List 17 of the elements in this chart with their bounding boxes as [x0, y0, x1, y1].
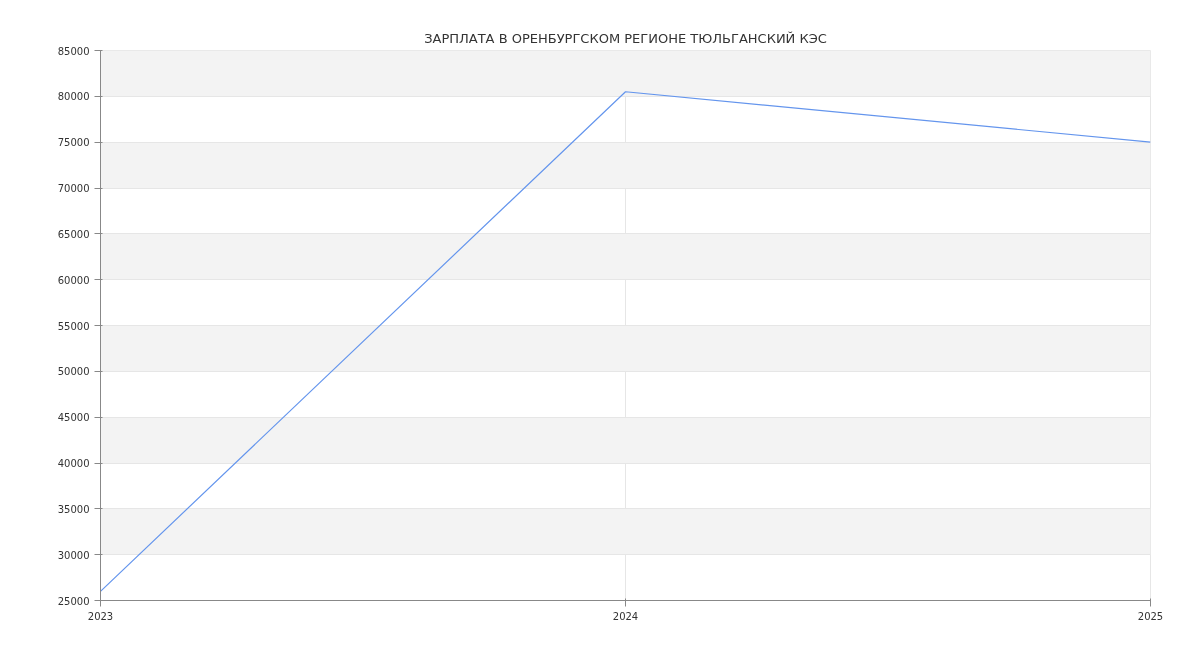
y-tick-label: 45000: [57, 412, 90, 424]
y-tick-label: 70000: [57, 183, 90, 194]
x-tick-label: 2023: [87, 610, 114, 622]
x-tick-label: 2024: [612, 610, 639, 622]
y-tick-label: 75000: [57, 137, 90, 149]
y-tick-label: 65000: [57, 228, 90, 240]
y-tick-label: 40000: [57, 458, 90, 469]
y-tick-label: 55000: [57, 320, 90, 332]
y-tick-label: 60000: [57, 274, 90, 286]
y-tick-label: 25000: [57, 595, 90, 607]
y-tick-label: 85000: [57, 45, 90, 57]
y-tick-label: 30000: [57, 549, 90, 561]
x-tick-label: 2025: [1137, 610, 1164, 622]
y-tick-label: 50000: [57, 366, 90, 378]
y-tick-label: 35000: [57, 503, 90, 515]
y-tick-label: 80000: [57, 91, 90, 103]
chart-title: ЗАРПЛАТА В ОРЕНБУРГСКОМ РЕГИОНЕ ТЮЛЬГАНСКИЙ КЭС: [424, 30, 827, 46]
